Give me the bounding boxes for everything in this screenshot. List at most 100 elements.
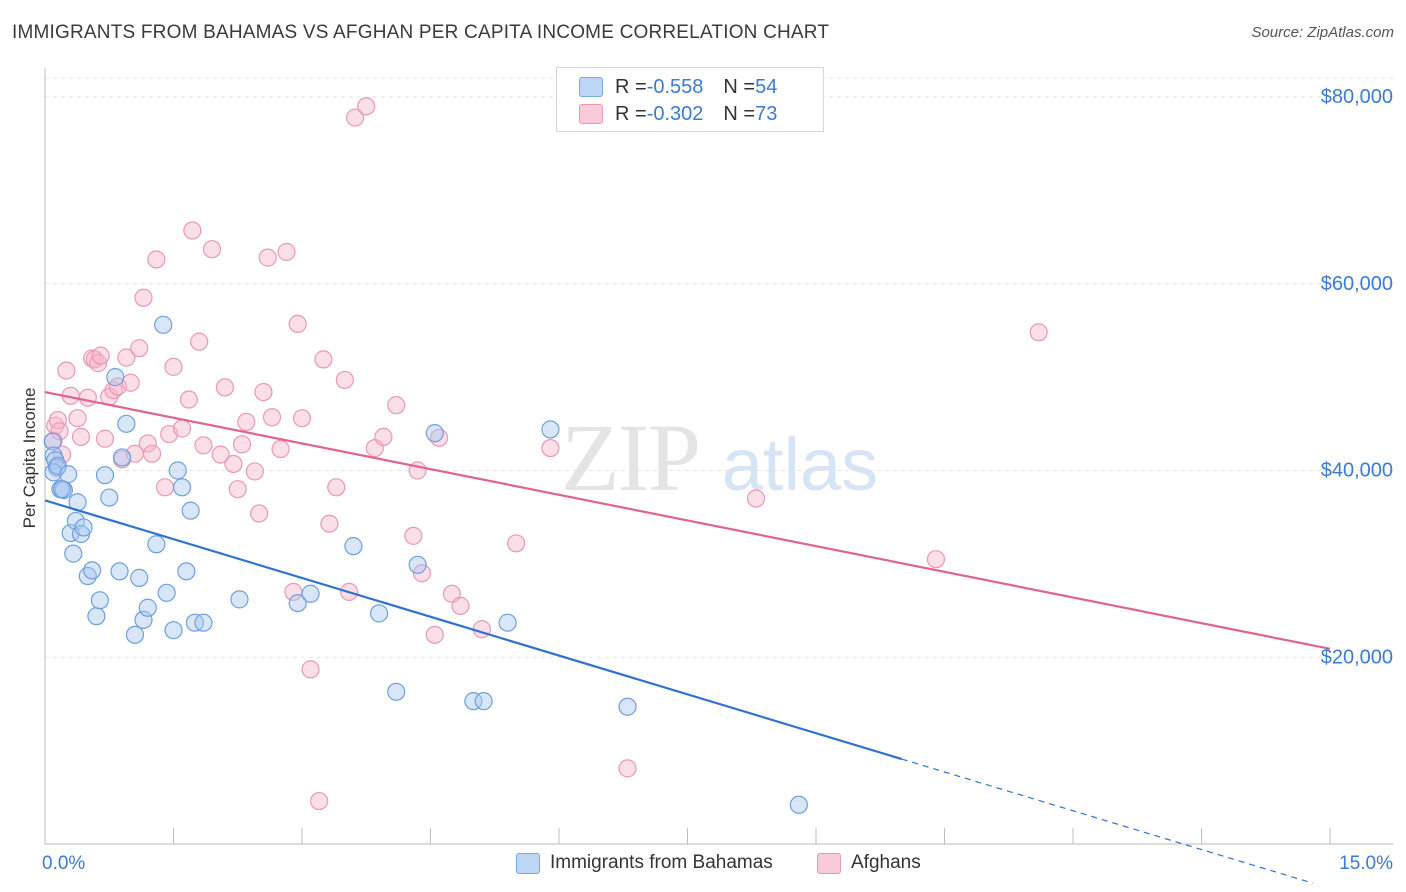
legend-n-value: 54 — [755, 75, 778, 98]
point-afghans — [130, 339, 149, 358]
trend-line-afghans — [44, 390, 1331, 650]
point-afghans — [134, 288, 153, 307]
series-legend: Immigrants from Bahamas Afghans — [0, 850, 1406, 880]
point-afghans — [89, 354, 108, 373]
y-tick-labels: $20,000 $40,000 $60,000 $80,000 — [1321, 86, 1393, 668]
legend-r-value: -0.558 — [646, 75, 704, 98]
point-bahamas — [95, 466, 115, 485]
point-bahamas — [168, 461, 187, 480]
point-bahamas — [789, 795, 808, 814]
point-afghans — [618, 759, 637, 778]
point-afghans — [237, 412, 256, 432]
point-afghans — [320, 514, 339, 533]
point-afghans — [202, 240, 222, 259]
point-afghans — [425, 625, 444, 644]
y-axis-label: Per Capita Income — [20, 388, 39, 529]
point-afghans — [183, 221, 202, 240]
point-afghans — [57, 361, 76, 380]
point-bahamas — [288, 593, 307, 613]
point-afghans — [164, 357, 183, 376]
point-afghans — [228, 480, 247, 499]
point-afghans — [374, 427, 393, 446]
point-afghans — [71, 427, 91, 446]
point-afghans — [277, 242, 296, 262]
trend-line-bahamas-extension — [901, 758, 1314, 884]
data-points — [43, 97, 1048, 814]
point-afghans — [250, 504, 269, 523]
point-bahamas — [106, 368, 125, 387]
point-bahamas — [117, 414, 136, 433]
point-afghans — [254, 382, 273, 402]
point-afghans — [746, 489, 766, 508]
point-afghans — [288, 314, 307, 334]
point-afghans — [292, 409, 312, 428]
legend-n-label: N = — [723, 102, 756, 125]
point-bahamas — [134, 610, 153, 630]
point-afghans — [507, 534, 526, 553]
point-afghans — [232, 435, 252, 454]
point-afghans — [117, 348, 136, 367]
point-afghans — [451, 596, 470, 615]
legend-item-bahamas[interactable]: Immigrants from Bahamas — [516, 852, 773, 874]
point-afghans — [155, 478, 175, 497]
point-bahamas — [498, 613, 517, 632]
point-bahamas — [138, 598, 157, 617]
point-afghans — [314, 350, 333, 369]
legend-n-label: N = — [723, 75, 756, 98]
legend-item-afghans[interactable]: Afghans — [817, 852, 921, 874]
legend-row-afghans: R = -0.302 N = 73 — [579, 101, 777, 127]
point-bahamas — [177, 562, 196, 581]
point-afghans — [95, 429, 115, 448]
point-bahamas — [370, 604, 389, 623]
point-afghans — [224, 454, 243, 474]
point-bahamas — [425, 424, 444, 443]
legend-label-bahamas: Immigrants from Bahamas — [550, 852, 773, 873]
point-bahamas — [90, 591, 109, 610]
point-bahamas — [301, 584, 320, 603]
point-bahamas — [181, 501, 200, 520]
point-bahamas — [43, 432, 62, 451]
point-bahamas — [618, 697, 637, 716]
point-bahamas — [230, 590, 249, 609]
point-bahamas — [64, 544, 83, 563]
point-bahamas — [110, 562, 129, 581]
point-bahamas — [154, 315, 173, 334]
point-afghans — [404, 526, 423, 545]
point-afghans — [44, 431, 63, 450]
legend-swatch-bahamas — [516, 852, 540, 874]
point-afghans — [194, 436, 213, 455]
legend-r-value: -0.302 — [646, 102, 704, 125]
legend-swatch-bahamas — [579, 77, 603, 97]
point-afghans — [926, 550, 946, 569]
chart-source: Source: ZipAtlas.com — [1251, 24, 1394, 41]
point-bahamas — [87, 607, 106, 626]
point-bahamas — [130, 568, 149, 587]
stats-legend: R = -0.558 N = 54 R = -0.302 N = 73 — [556, 67, 824, 132]
point-afghans — [262, 408, 282, 427]
point-afghans — [48, 410, 67, 430]
point-bahamas — [408, 555, 427, 574]
point-afghans — [78, 388, 97, 407]
watermark-atlas: atlas — [722, 423, 878, 506]
point-afghans — [335, 370, 354, 390]
x-tick-label: 15.0% — [1339, 853, 1393, 874]
point-afghans — [50, 422, 69, 441]
point-bahamas — [125, 625, 145, 644]
point-afghans — [215, 378, 234, 397]
point-afghans — [68, 409, 87, 428]
point-afghans — [258, 248, 277, 267]
trend-lines — [44, 390, 1331, 884]
legend-swatch-afghans — [817, 852, 841, 874]
legend-n-value: 73 — [755, 102, 778, 125]
axes — [44, 68, 1393, 845]
legend-r-label: R = — [615, 102, 647, 125]
point-afghans — [387, 396, 406, 415]
watermark: ZIP atlas — [561, 404, 878, 511]
point-bahamas — [83, 561, 102, 580]
point-afghans — [138, 434, 157, 453]
point-afghans — [211, 445, 230, 464]
point-afghans — [91, 346, 110, 365]
point-afghans — [245, 462, 264, 481]
point-bahamas — [53, 480, 72, 499]
point-afghans — [346, 108, 365, 127]
